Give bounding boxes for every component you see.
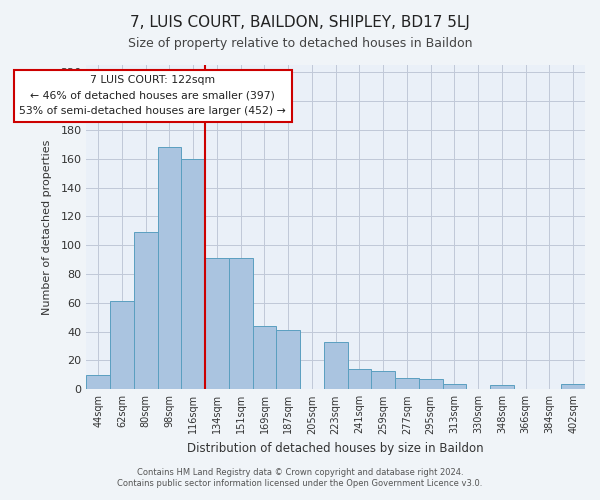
Text: 7 LUIS COURT: 122sqm
← 46% of detached houses are smaller (397)
53% of semi-deta: 7 LUIS COURT: 122sqm ← 46% of detached h… [19, 75, 286, 116]
Bar [347, 369, 371, 390]
Bar [324, 342, 347, 390]
X-axis label: Distribution of detached houses by size in Baildon: Distribution of detached houses by size … [187, 442, 484, 455]
Text: 7, LUIS COURT, BAILDON, SHIPLEY, BD17 5LJ: 7, LUIS COURT, BAILDON, SHIPLEY, BD17 5L… [130, 15, 470, 30]
Bar [134, 232, 158, 390]
Bar [561, 384, 585, 390]
Bar [110, 302, 134, 390]
Bar [181, 158, 205, 390]
Bar [443, 384, 466, 390]
Bar [158, 147, 181, 390]
Bar [395, 378, 419, 390]
Bar [490, 385, 514, 390]
Text: Size of property relative to detached houses in Baildon: Size of property relative to detached ho… [128, 38, 472, 51]
Bar [253, 326, 277, 390]
Bar [229, 258, 253, 390]
Bar [371, 370, 395, 390]
Y-axis label: Number of detached properties: Number of detached properties [42, 140, 52, 315]
Bar [419, 379, 443, 390]
Bar [86, 375, 110, 390]
Bar [205, 258, 229, 390]
Bar [277, 330, 300, 390]
Text: Contains HM Land Registry data © Crown copyright and database right 2024.
Contai: Contains HM Land Registry data © Crown c… [118, 468, 482, 487]
